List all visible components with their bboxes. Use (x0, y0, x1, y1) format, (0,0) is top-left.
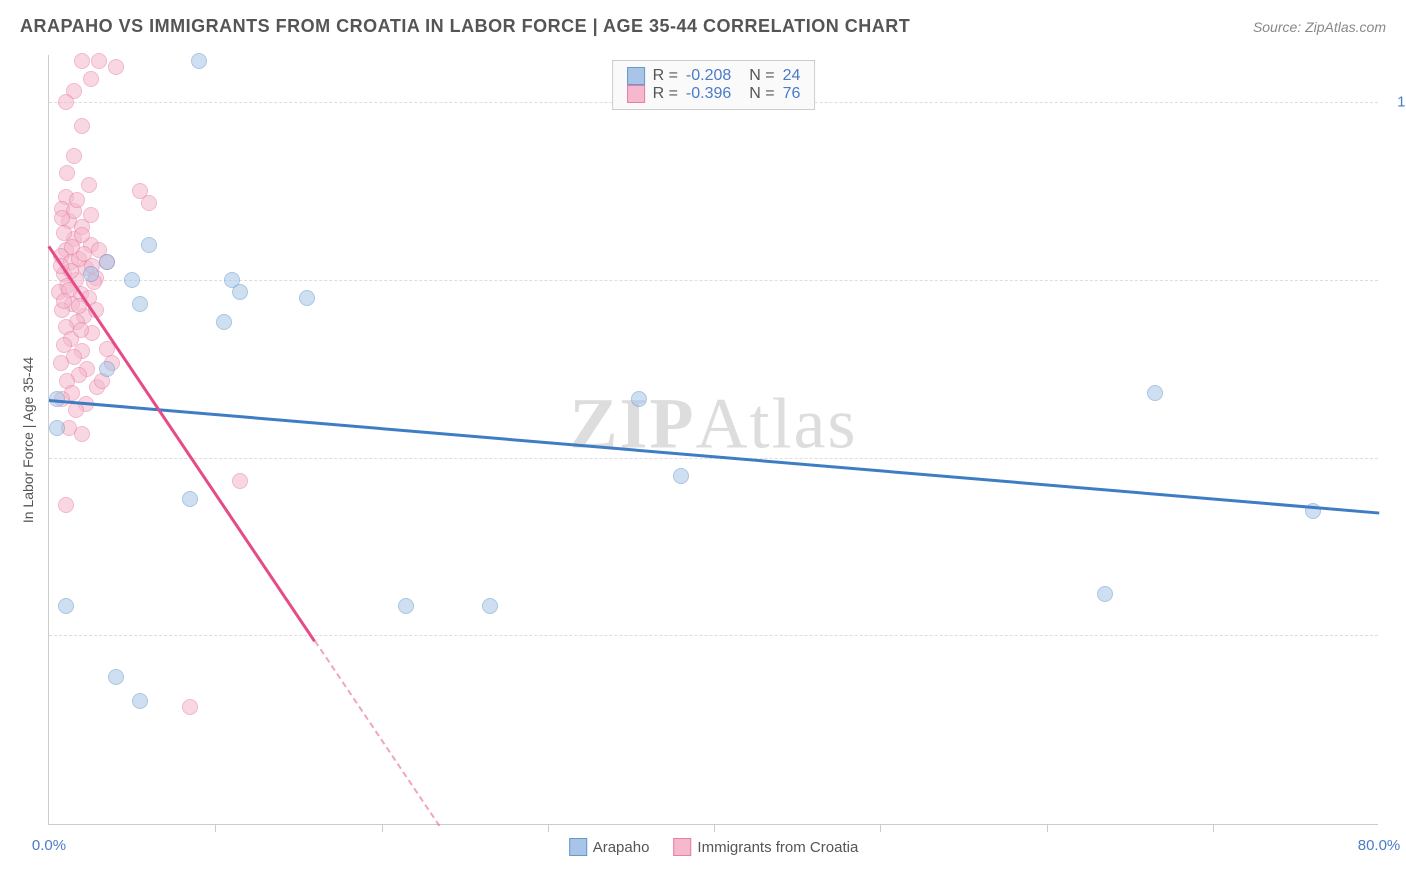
scatter-point-series1 (99, 254, 115, 270)
scatter-point-series2 (73, 322, 89, 338)
scatter-point-series2 (58, 94, 74, 110)
x-tick-minor (1213, 824, 1214, 832)
legend-row: R = -0.396 N = 76 (627, 85, 801, 103)
gridline-horizontal (49, 458, 1378, 459)
scatter-point-series1 (232, 284, 248, 300)
scatter-point-series1 (141, 237, 157, 253)
legend-swatch (627, 67, 645, 85)
scatter-point-series1 (1147, 385, 1163, 401)
scatter-point-series1 (398, 598, 414, 614)
y-tick-label: 55.0% (1388, 627, 1406, 644)
scatter-point-series1 (124, 272, 140, 288)
legend-swatch (627, 85, 645, 103)
scatter-point-series2 (53, 355, 69, 371)
x-tick-minor (382, 824, 383, 832)
legend-n-label: N = (749, 85, 774, 103)
gridline-horizontal (49, 635, 1378, 636)
legend-swatch (673, 838, 691, 856)
series-name: Immigrants from Croatia (697, 839, 858, 856)
x-tick-minor (880, 824, 881, 832)
scatter-point-series1 (132, 693, 148, 709)
x-tick-label: 80.0% (1358, 837, 1401, 854)
scatter-point-series1 (58, 598, 74, 614)
scatter-point-series2 (83, 71, 99, 87)
x-tick-minor (215, 824, 216, 832)
scatter-point-series2 (83, 207, 99, 223)
trendline-series2-extrapolated (314, 640, 440, 826)
trendline-series2 (48, 245, 316, 642)
series-legend-item: Arapaho (569, 838, 650, 856)
scatter-point-series1 (132, 296, 148, 312)
y-tick-label: 100.0% (1388, 94, 1406, 111)
trendline-series1 (49, 399, 1379, 514)
legend-n-value: 24 (783, 67, 801, 85)
x-tick-label: 0.0% (32, 837, 66, 854)
legend-r-label: R = (653, 85, 678, 103)
scatter-point-series1 (673, 468, 689, 484)
scatter-point-series1 (99, 361, 115, 377)
watermark: ZIPAtlas (569, 383, 857, 466)
scatter-point-series1 (482, 598, 498, 614)
scatter-point-series1 (216, 314, 232, 330)
scatter-point-series1 (108, 669, 124, 685)
y-axis-label: In Labor Force | Age 35-44 (20, 357, 36, 523)
legend-row: R = -0.208 N = 24 (627, 67, 801, 85)
scatter-point-series2 (66, 148, 82, 164)
scatter-point-series2 (54, 210, 70, 226)
chart-title: ARAPAHO VS IMMIGRANTS FROM CROATIA IN LA… (20, 16, 910, 37)
legend-n-label: N = (749, 67, 774, 85)
scatter-point-series2 (59, 165, 75, 181)
legend-r-value: -0.396 (686, 85, 731, 103)
scatter-point-series2 (56, 293, 72, 309)
scatter-point-series1 (83, 266, 99, 282)
scatter-point-series2 (74, 53, 90, 69)
scatter-point-series2 (182, 699, 198, 715)
legend-r-value: -0.208 (686, 67, 731, 85)
scatter-point-series1 (631, 391, 647, 407)
y-tick-label: 85.0% (1388, 272, 1406, 289)
chart-plot-area: ZIPAtlas 55.0%70.0%85.0%100.0%0.0%80.0%R… (48, 55, 1378, 825)
series-legend-item: Immigrants from Croatia (673, 838, 858, 856)
scatter-point-series2 (64, 239, 80, 255)
y-tick-label: 70.0% (1388, 449, 1406, 466)
series-legend: Arapaho Immigrants from Croatia (569, 838, 859, 856)
scatter-point-series2 (69, 192, 85, 208)
scatter-point-series1 (191, 53, 207, 69)
correlation-legend: R = -0.208 N = 24 R = -0.396 N = 76 (612, 60, 816, 110)
scatter-point-series2 (108, 59, 124, 75)
x-tick-minor (714, 824, 715, 832)
x-tick-minor (1047, 824, 1048, 832)
x-tick-minor (548, 824, 549, 832)
scatter-point-series1 (299, 290, 315, 306)
scatter-point-series2 (81, 177, 97, 193)
scatter-point-series2 (232, 473, 248, 489)
gridline-horizontal (49, 280, 1378, 281)
scatter-point-series1 (49, 420, 65, 436)
scatter-point-series2 (68, 402, 84, 418)
legend-swatch (569, 838, 587, 856)
scatter-point-series2 (91, 53, 107, 69)
scatter-point-series2 (74, 426, 90, 442)
legend-n-value: 76 (783, 85, 801, 103)
scatter-point-series2 (58, 497, 74, 513)
series-name: Arapaho (593, 839, 650, 856)
scatter-point-series1 (182, 491, 198, 507)
legend-r-label: R = (653, 67, 678, 85)
source-attribution: Source: ZipAtlas.com (1253, 19, 1386, 35)
scatter-point-series2 (74, 118, 90, 134)
scatter-point-series1 (1097, 586, 1113, 602)
scatter-point-series2 (141, 195, 157, 211)
